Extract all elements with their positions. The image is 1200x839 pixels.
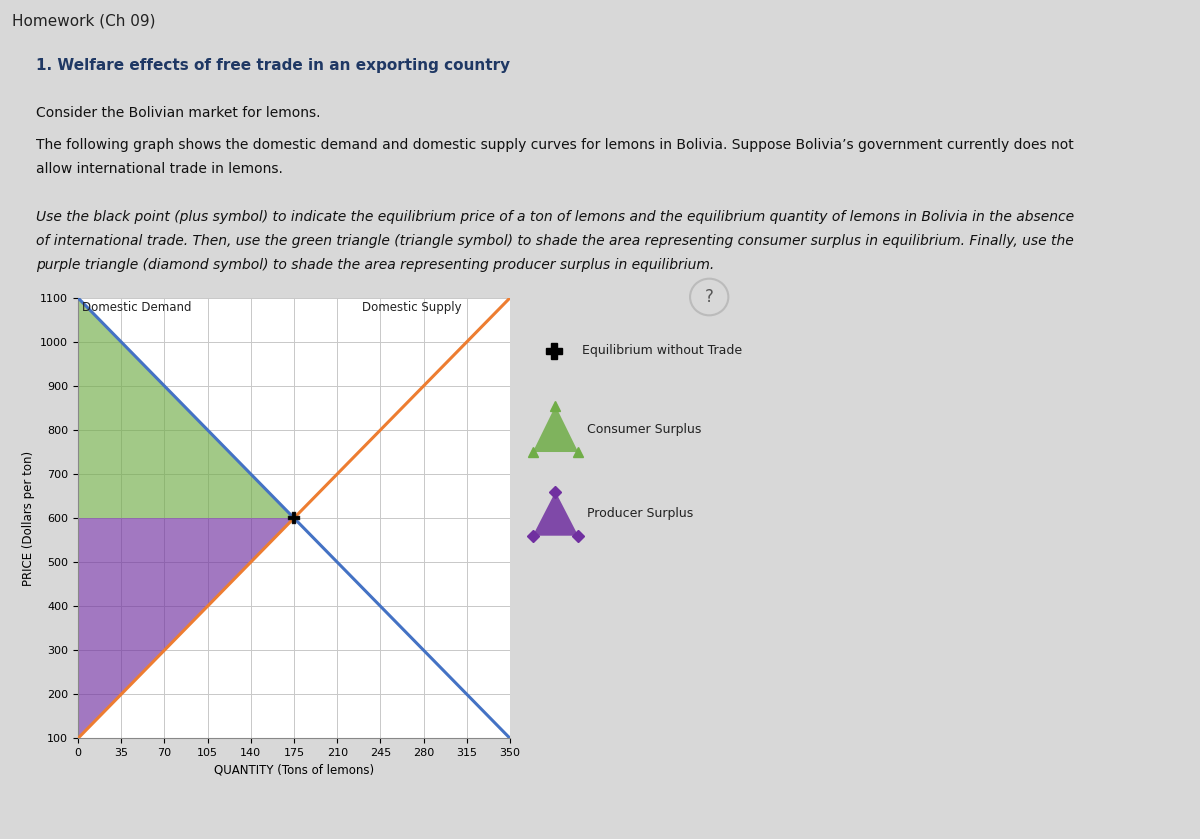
Text: Domestic Demand: Domestic Demand xyxy=(82,301,191,315)
Text: Equilibrium without Trade: Equilibrium without Trade xyxy=(582,344,743,357)
Y-axis label: PRICE (Dollars per ton): PRICE (Dollars per ton) xyxy=(22,451,35,586)
Text: purple triangle (diamond symbol) to shade the area representing producer surplus: purple triangle (diamond symbol) to shad… xyxy=(36,258,714,272)
Polygon shape xyxy=(533,406,578,452)
Text: Producer Surplus: Producer Surplus xyxy=(587,508,694,520)
Text: Use the black point (plus symbol) to indicate the equilibrium price of a ton of : Use the black point (plus symbol) to ind… xyxy=(36,210,1074,224)
Polygon shape xyxy=(78,519,294,738)
Text: ?: ? xyxy=(704,288,714,306)
Text: of international trade. Then, use the green triangle (triangle symbol) to shade : of international trade. Then, use the gr… xyxy=(36,234,1074,248)
Text: 1. Welfare effects of free trade in an exporting country: 1. Welfare effects of free trade in an e… xyxy=(36,58,510,73)
Text: The following graph shows the domestic demand and domestic supply curves for lem: The following graph shows the domestic d… xyxy=(36,138,1074,152)
Polygon shape xyxy=(78,298,294,519)
Text: Consider the Bolivian market for lemons.: Consider the Bolivian market for lemons. xyxy=(36,106,320,120)
X-axis label: QUANTITY (Tons of lemons): QUANTITY (Tons of lemons) xyxy=(214,763,374,777)
Text: Consumer Surplus: Consumer Surplus xyxy=(587,424,701,436)
Polygon shape xyxy=(533,492,578,536)
Text: Domestic Supply: Domestic Supply xyxy=(362,301,462,315)
Text: allow international trade in lemons.: allow international trade in lemons. xyxy=(36,162,283,176)
Text: Homework (Ch 09): Homework (Ch 09) xyxy=(12,13,156,29)
